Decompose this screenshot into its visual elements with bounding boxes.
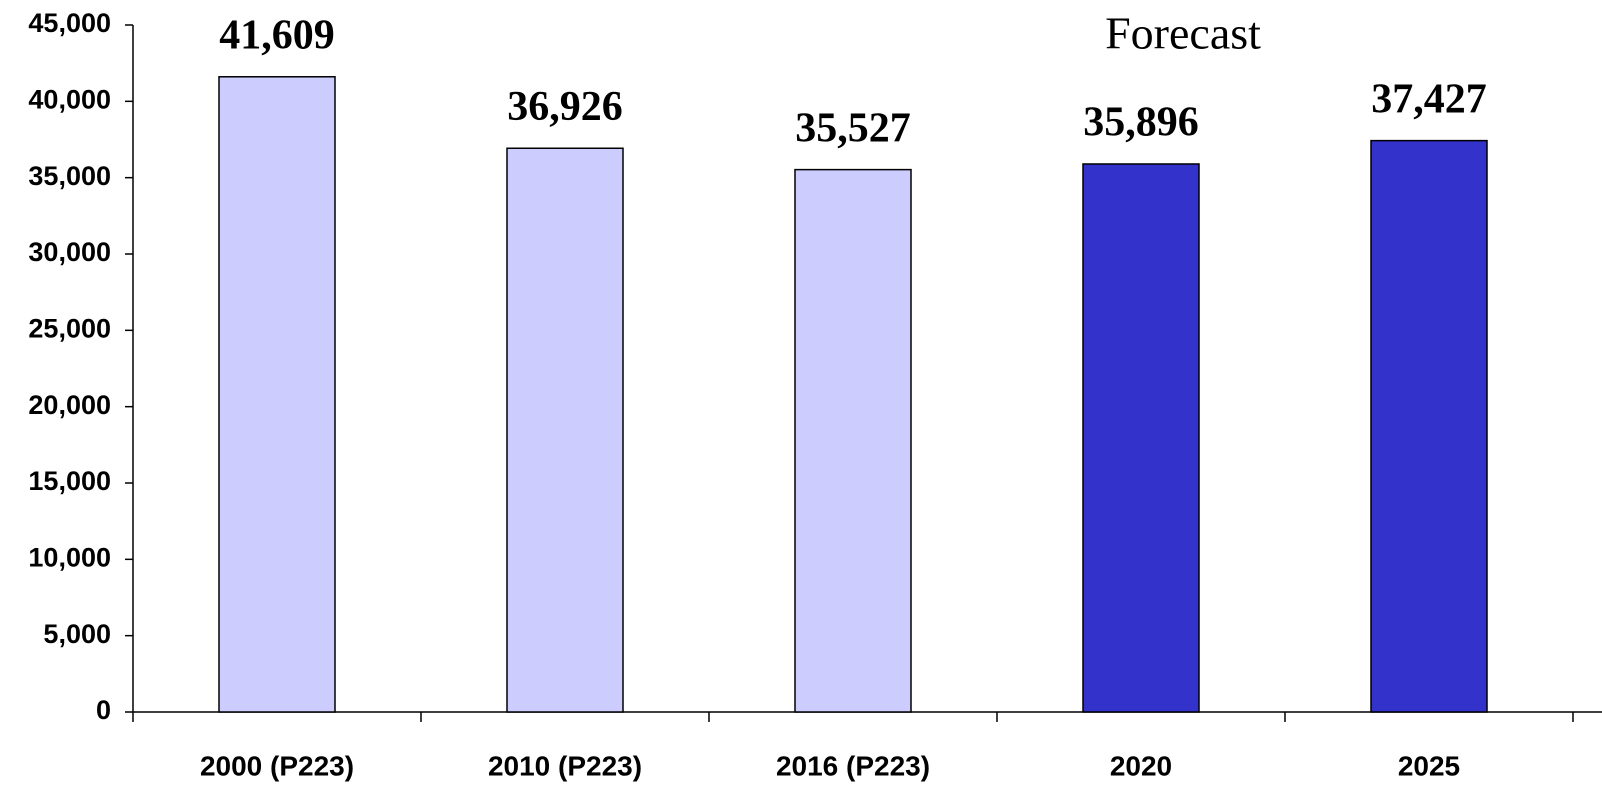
value-label: 35,527 [795,105,911,151]
bar [1370,139,1488,713]
x-tick-label: 2016 (P223) [776,750,930,781]
value-label: 37,427 [1371,76,1487,122]
bar [794,168,912,713]
y-tick-label: 5,000 [43,619,111,649]
bar [1082,163,1200,713]
x-tick-label: 2000 (P223) [200,750,354,781]
x-tick-label: 2020 [1110,750,1172,781]
bar [506,147,624,713]
y-tick-label: 35,000 [28,161,111,191]
y-tick-label: 15,000 [28,466,111,496]
x-tick-label: 2025 [1398,750,1460,781]
y-tick-label: 25,000 [28,313,111,343]
y-tick-label: 20,000 [28,390,111,420]
y-tick-label: 45,000 [28,8,111,38]
x-tick-label: 2010 (P223) [488,750,642,781]
value-label: 36,926 [507,84,623,130]
y-tick-label: 30,000 [28,237,111,267]
value-label: 35,896 [1083,100,1199,146]
annotation: Forecast [1105,8,1261,59]
y-tick-label: 40,000 [28,84,111,114]
bar [218,76,336,713]
y-tick-label: 0 [96,695,111,725]
value-label: 41,609 [219,12,335,58]
y-tick-label: 10,000 [28,542,111,572]
